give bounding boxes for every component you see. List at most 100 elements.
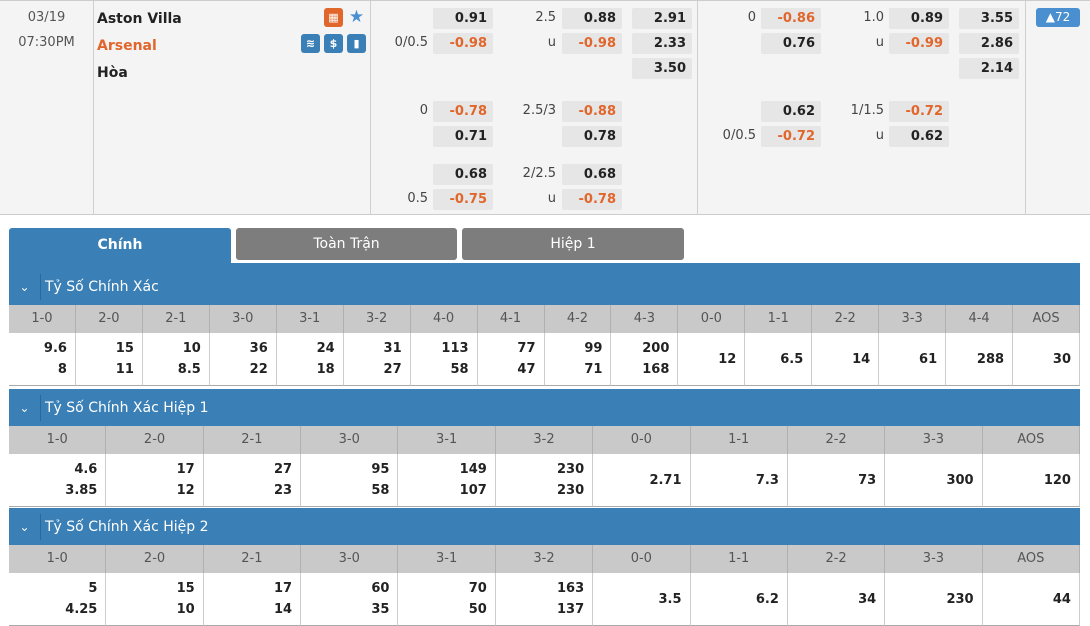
over-under-odds[interactable]: 0.88: [562, 8, 622, 29]
score-odds-cell[interactable]: 6.5: [745, 333, 813, 386]
score-odds[interactable]: 8: [57, 362, 67, 377]
score-odds-cell[interactable]: 36 22: [209, 333, 277, 386]
score-odds-cell[interactable]: 4.6 3.85: [9, 454, 107, 507]
away-team[interactable]: Arsenal: [97, 38, 157, 54]
score-odds[interactable]: 35: [371, 602, 390, 617]
chevron-down-icon[interactable]: ⌄: [9, 394, 41, 421]
score-odds-cell[interactable]: 77 47: [477, 333, 545, 386]
score-odds[interactable]: 27: [383, 362, 402, 377]
dollar-icon[interactable]: $: [324, 34, 343, 53]
score-odds[interactable]: 2.71: [649, 472, 682, 488]
score-odds-cell[interactable]: 9.6 8: [9, 333, 76, 386]
score-odds-cell[interactable]: 27 23: [203, 454, 302, 507]
score-odds[interactable]: 60: [371, 581, 390, 596]
score-odds[interactable]: 4.6: [74, 462, 98, 477]
score-odds-cell[interactable]: 10 8.5: [142, 333, 210, 386]
handicap-odds[interactable]: 0.62: [761, 101, 821, 122]
score-odds-cell[interactable]: 15 11: [75, 333, 143, 386]
score-odds[interactable]: 58: [371, 483, 390, 498]
score-odds-cell[interactable]: 120: [982, 454, 1080, 507]
score-odds[interactable]: 4.25: [65, 602, 98, 617]
score-odds[interactable]: 12: [718, 351, 737, 367]
score-odds[interactable]: 12: [176, 483, 195, 498]
score-odds-cell[interactable]: 14: [812, 333, 880, 386]
section-header[interactable]: ⌄ Tỷ Số Chính Xác: [9, 268, 1080, 305]
score-odds-cell[interactable]: 73: [787, 454, 886, 507]
score-odds-cell[interactable]: 6.2: [690, 573, 788, 626]
score-odds-cell[interactable]: 70 50: [398, 573, 496, 626]
over-under-odds[interactable]: 0.68: [562, 164, 622, 185]
score-odds-cell[interactable]: 34: [787, 573, 886, 626]
score-odds[interactable]: 24: [316, 341, 335, 356]
handicap-odds[interactable]: -0.78: [433, 101, 493, 122]
live-field-icon[interactable]: ▦: [324, 8, 343, 27]
tab-full-match[interactable]: Toàn Trận: [236, 228, 457, 260]
score-odds[interactable]: 44: [1052, 591, 1071, 607]
score-odds[interactable]: 10: [182, 341, 201, 356]
score-odds-cell[interactable]: 15 10: [106, 573, 204, 626]
score-odds-cell[interactable]: 61: [879, 333, 947, 386]
score-odds-cell[interactable]: 12: [678, 333, 746, 386]
score-odds[interactable]: 34: [858, 591, 877, 607]
score-odds[interactable]: 149: [459, 462, 487, 477]
score-odds-cell[interactable]: 113 58: [410, 333, 478, 386]
handicap-odds[interactable]: -0.72: [761, 126, 821, 147]
score-odds[interactable]: 58: [450, 362, 469, 377]
tab-first-half[interactable]: Hiệp 1: [462, 228, 684, 260]
score-odds-cell[interactable]: 7.3: [690, 454, 788, 507]
score-odds[interactable]: 27: [273, 462, 293, 477]
score-odds[interactable]: 15: [115, 341, 134, 356]
score-odds[interactable]: 73: [858, 472, 877, 488]
score-odds[interactable]: 3.85: [65, 483, 98, 498]
1x2-odds[interactable]: 2.91: [632, 8, 692, 29]
score-odds-cell[interactable]: 3.5: [593, 573, 691, 626]
score-odds[interactable]: 163: [557, 581, 585, 596]
score-odds[interactable]: 99: [584, 341, 603, 356]
score-odds[interactable]: 11: [115, 362, 134, 377]
over-under-odds[interactable]: -0.88: [562, 101, 622, 122]
score-odds[interactable]: 120: [1043, 472, 1071, 488]
1x2-odds[interactable]: 3.50: [632, 58, 692, 79]
score-odds[interactable]: 15: [176, 581, 195, 596]
score-odds[interactable]: 14: [852, 351, 871, 367]
chevron-down-icon[interactable]: ⌄: [9, 273, 41, 300]
score-odds[interactable]: 47: [517, 362, 536, 377]
favorite-star-icon[interactable]: ★: [348, 7, 365, 27]
over-under-odds[interactable]: -0.72: [889, 101, 949, 122]
score-odds[interactable]: 3.5: [658, 591, 682, 607]
score-odds-cell[interactable]: 230 230: [495, 454, 594, 507]
score-odds[interactable]: 10: [176, 602, 195, 617]
score-odds-cell[interactable]: 230: [885, 573, 983, 626]
score-odds[interactable]: 70: [468, 581, 487, 596]
score-odds[interactable]: 5: [88, 581, 98, 596]
score-odds-cell[interactable]: 288: [946, 333, 1014, 386]
stats-icon[interactable]: ▮: [347, 34, 366, 53]
home-team[interactable]: Aston Villa: [97, 11, 182, 27]
handicap-odds[interactable]: 0.76: [761, 33, 821, 54]
over-under-odds[interactable]: -0.78: [562, 189, 622, 210]
chevron-down-icon[interactable]: ⌄: [9, 513, 41, 540]
over-under-odds[interactable]: 0.62: [889, 126, 949, 147]
ticket-icon[interactable]: ≋: [301, 34, 320, 53]
score-odds-cell[interactable]: 149 107: [398, 454, 496, 507]
section-header[interactable]: ⌄ Tỷ Số Chính Xác Hiệp 2: [9, 508, 1080, 545]
score-odds[interactable]: 18: [316, 362, 335, 377]
over-under-odds[interactable]: 0.78: [562, 126, 622, 147]
score-odds[interactable]: 23: [273, 483, 293, 498]
score-odds[interactable]: 9.6: [43, 341, 67, 356]
score-odds[interactable]: 137: [557, 602, 585, 617]
over-under-odds[interactable]: -0.98: [562, 33, 622, 54]
handicap-odds[interactable]: -0.98: [433, 33, 493, 54]
1x2-odds[interactable]: 2.86: [959, 33, 1019, 54]
score-odds-cell[interactable]: 5 4.25: [9, 573, 107, 626]
tab-main[interactable]: Chính: [9, 228, 231, 264]
score-odds[interactable]: 17: [273, 581, 293, 596]
over-under-odds[interactable]: -0.99: [889, 33, 949, 54]
score-odds-cell[interactable]: 163 137: [495, 573, 594, 626]
score-odds[interactable]: 168: [642, 362, 670, 377]
handicap-odds[interactable]: 0.71: [433, 126, 493, 147]
more-bets-badge[interactable]: ▲72: [1036, 8, 1080, 27]
score-odds[interactable]: 95: [371, 462, 390, 477]
score-odds-cell[interactable]: 99 71: [544, 333, 612, 386]
score-odds[interactable]: 22: [249, 362, 268, 377]
